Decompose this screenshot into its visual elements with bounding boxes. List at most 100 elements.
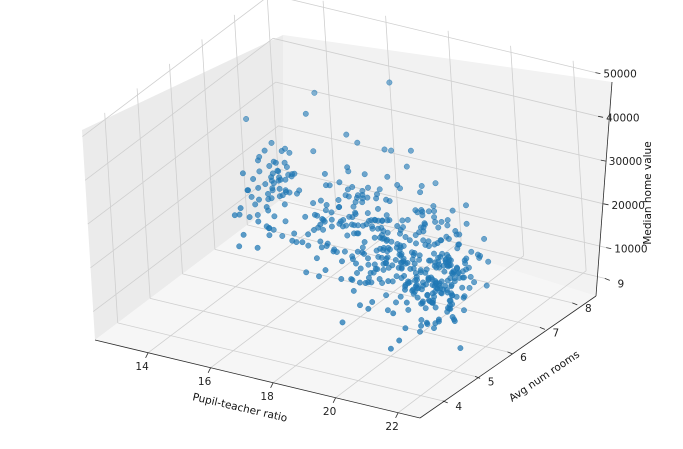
x-tick-mark [207, 367, 211, 373]
data-point [451, 278, 458, 285]
data-point [438, 218, 445, 225]
data-point [317, 238, 324, 245]
data-point [466, 284, 473, 291]
data-point [285, 171, 292, 178]
data-point [339, 319, 346, 326]
y-gridline [117, 322, 443, 402]
z-tick-label: 10000 [614, 244, 647, 256]
z-tick-mark [600, 159, 606, 162]
data-point [254, 212, 261, 218]
y-gridline [201, 39, 216, 250]
y-tick-mark [539, 327, 546, 330]
data-point [444, 222, 451, 229]
data-point [318, 244, 325, 251]
data-point [262, 181, 269, 188]
data-point [236, 243, 243, 250]
z-tick-mark [598, 115, 604, 118]
data-point [369, 299, 376, 305]
x-tick-label: 18 [260, 391, 273, 403]
data-point [429, 299, 436, 306]
data-point [354, 139, 361, 146]
data-point [407, 147, 414, 154]
data-point [393, 299, 399, 306]
data-point [459, 284, 466, 291]
y-gridline [169, 63, 183, 274]
data-point [345, 168, 352, 175]
data-point [339, 258, 345, 265]
data-point [402, 234, 409, 240]
data-point [236, 211, 243, 218]
data-point [255, 218, 262, 225]
z-tick-label: 20000 [612, 200, 645, 212]
data-point [283, 164, 290, 170]
x-tick-label: 16 [198, 376, 212, 388]
data-point [357, 302, 363, 309]
data-point [344, 232, 351, 239]
x-gridline [397, 270, 587, 414]
y-tick-label: 4 [455, 401, 462, 413]
data-point [271, 213, 278, 220]
data-point [381, 235, 387, 242]
data-point [386, 246, 393, 253]
data-point [424, 292, 431, 299]
data-point [412, 283, 419, 289]
z-axis-label: Median home value [642, 141, 654, 244]
x-gridline [322, 0, 337, 211]
data-point [463, 202, 469, 209]
data-point [302, 213, 309, 220]
data-point [383, 212, 390, 219]
data-point [392, 257, 399, 263]
data-point [410, 290, 417, 297]
z-gridline [92, 169, 282, 312]
data-point [384, 229, 391, 236]
data-point [432, 218, 438, 225]
data-point [379, 218, 385, 224]
data-point [379, 280, 385, 286]
data-point [447, 305, 454, 312]
y-tick-label: 9 [617, 278, 624, 290]
data-point [441, 268, 448, 275]
x-axis-line [94, 339, 421, 419]
data-point [463, 220, 470, 227]
x-tick-label: 14 [135, 361, 149, 373]
data-point [397, 293, 404, 300]
data-point [315, 224, 322, 231]
data-point [417, 189, 423, 196]
tick-marks-and-labels: 14 16 18 20 22 4 5 6 7 8 9 10000 20000 30000 40000 5000… [135, 69, 647, 433]
y-gridline [150, 298, 476, 377]
y-tick-mark [572, 302, 578, 306]
x-tick-mark [395, 412, 399, 418]
y-tick-mark [442, 400, 448, 404]
x-tick-mark [270, 382, 274, 388]
data-point [430, 203, 437, 210]
data-point [365, 255, 371, 262]
data-point [451, 318, 458, 324]
y-gridline [182, 273, 508, 353]
data-point [359, 195, 366, 202]
data-point [322, 267, 329, 273]
data-point [352, 209, 358, 216]
data-point [299, 239, 306, 246]
data-point [254, 244, 261, 251]
data-point [449, 292, 456, 299]
data-point [474, 251, 481, 258]
data-point [439, 250, 445, 257]
data-point [361, 171, 368, 178]
data-point [412, 277, 418, 284]
data-point [404, 216, 411, 223]
data-point [398, 265, 405, 272]
data-point [387, 345, 394, 352]
data-point [319, 216, 326, 222]
data-point [336, 179, 343, 186]
data-point [418, 317, 425, 323]
data-point [343, 131, 350, 138]
data-point [266, 163, 273, 169]
data-point [357, 265, 364, 272]
data-point [359, 187, 366, 194]
data-point [293, 239, 300, 246]
z-axis-line [595, 81, 613, 297]
data-point [323, 202, 330, 208]
data-point [375, 205, 381, 212]
data-point [405, 278, 411, 285]
x-tick-label: 22 [385, 421, 398, 433]
